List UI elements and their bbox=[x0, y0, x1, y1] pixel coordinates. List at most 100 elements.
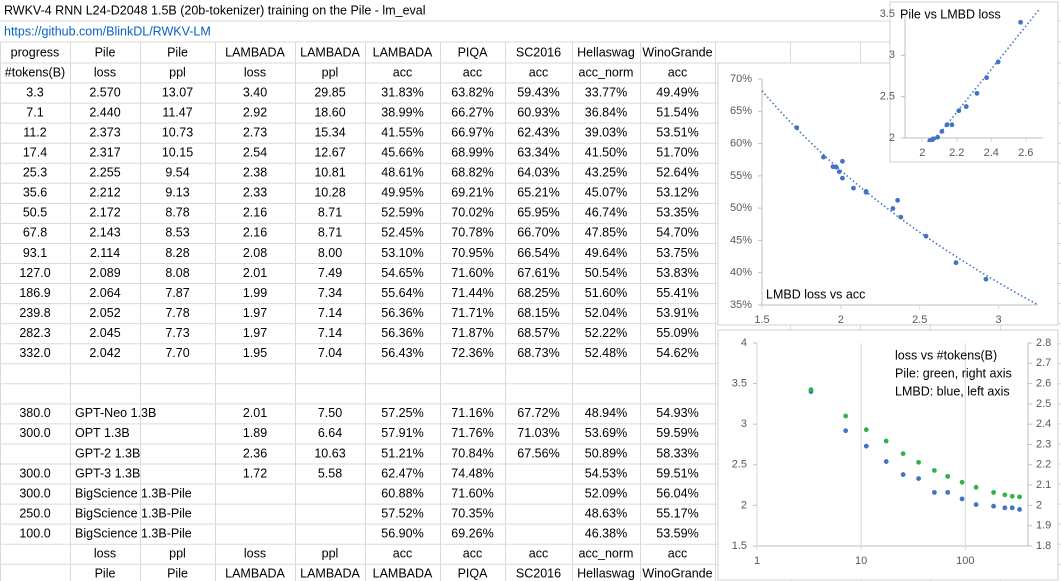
cell: 53.12% bbox=[656, 186, 698, 200]
cell: 9.54 bbox=[165, 166, 189, 180]
cell: 2.172 bbox=[89, 206, 120, 220]
cell: 50.89% bbox=[585, 446, 627, 460]
point bbox=[1002, 505, 1008, 511]
y2-tick-label: 2.7 bbox=[1036, 357, 1051, 369]
cell: 68.25% bbox=[517, 286, 559, 300]
cell: 2.33 bbox=[243, 186, 267, 200]
cell: 18.60 bbox=[314, 105, 345, 119]
cell: 2.16 bbox=[243, 226, 267, 240]
cell: 29.85 bbox=[314, 85, 345, 99]
cell: 2.54 bbox=[243, 146, 267, 160]
cell: 127.0 bbox=[19, 266, 50, 280]
cell: 33.77% bbox=[585, 85, 627, 99]
cell: 2.317 bbox=[89, 146, 120, 160]
cell: 63.82% bbox=[451, 85, 493, 99]
cell: 10.81 bbox=[314, 166, 345, 180]
point bbox=[973, 502, 979, 507]
cell: 3.3 bbox=[26, 85, 43, 99]
cell: 7.34 bbox=[318, 286, 342, 300]
cell: 59.51% bbox=[656, 466, 698, 480]
cell: Pile bbox=[95, 45, 116, 59]
cell: 55.09% bbox=[656, 326, 698, 340]
cell: 2.143 bbox=[89, 226, 120, 240]
cell: 71.16% bbox=[451, 406, 493, 420]
cell: 53.83% bbox=[656, 266, 698, 280]
cell: 48.94% bbox=[585, 406, 627, 420]
cell: loss bbox=[244, 547, 266, 561]
cell: Pile bbox=[167, 567, 188, 581]
cell: 47.85% bbox=[585, 226, 627, 240]
point bbox=[836, 169, 842, 175]
cell: Pile bbox=[95, 567, 116, 581]
link[interactable]: https://github.com/BlinkDL/RWKV-LM bbox=[4, 24, 211, 38]
point bbox=[984, 75, 989, 81]
point bbox=[959, 479, 965, 485]
cell: SC2016 bbox=[516, 567, 561, 581]
cell: 13.07 bbox=[162, 85, 193, 99]
point bbox=[916, 476, 921, 482]
point bbox=[1017, 494, 1022, 500]
y-tick-label: 2.5 bbox=[732, 459, 747, 471]
cell: 68.99% bbox=[451, 146, 493, 160]
cell: 54.65% bbox=[381, 266, 423, 280]
cell: 300.0 bbox=[19, 466, 50, 480]
cell: acc bbox=[463, 65, 482, 79]
cell: 71.71% bbox=[451, 306, 493, 320]
point bbox=[1009, 493, 1015, 499]
cell: acc_norm bbox=[579, 547, 634, 561]
cell: Pile bbox=[167, 45, 188, 59]
cell: 70.78% bbox=[451, 226, 493, 240]
cell: 300.0 bbox=[19, 426, 50, 440]
cell: PIQA bbox=[458, 45, 489, 59]
cell: 56.36% bbox=[381, 326, 423, 340]
x-tick-label: 10 bbox=[855, 555, 867, 567]
cell: 41.55% bbox=[381, 125, 423, 139]
point bbox=[1018, 19, 1023, 25]
point bbox=[808, 387, 814, 393]
point bbox=[821, 154, 826, 160]
cell: 59.43% bbox=[517, 85, 559, 99]
cell: 300.0 bbox=[19, 486, 50, 500]
cell: 6.64 bbox=[318, 426, 342, 440]
cell: 53.59% bbox=[656, 526, 698, 540]
cell: 2.052 bbox=[89, 306, 120, 320]
chart-area bbox=[889, 1, 1059, 163]
cell: 1.97 bbox=[243, 306, 267, 320]
cell: LAMBADA bbox=[225, 45, 285, 59]
cell: 10.63 bbox=[314, 446, 345, 460]
cell: 2.440 bbox=[89, 105, 120, 119]
cell: 52.22% bbox=[585, 326, 627, 340]
cell: 39.03% bbox=[585, 125, 627, 139]
point bbox=[843, 413, 849, 419]
cell: 68.82% bbox=[451, 166, 493, 180]
cell: 1.95 bbox=[243, 346, 267, 360]
cell: 74.48% bbox=[451, 466, 493, 480]
point bbox=[953, 260, 959, 266]
cell: 55.64% bbox=[381, 286, 423, 300]
cell: 2.08 bbox=[243, 246, 267, 260]
cell: 7.14 bbox=[318, 306, 342, 320]
cell: ppl bbox=[169, 65, 186, 79]
y-tick-label: 45% bbox=[730, 234, 752, 246]
cell: 71.44% bbox=[451, 286, 493, 300]
cell: 53.35% bbox=[656, 206, 698, 220]
cell: 2.92 bbox=[243, 105, 267, 119]
point bbox=[944, 122, 950, 128]
cell: 17.4 bbox=[23, 146, 47, 160]
x-tick-label: 2.4 bbox=[984, 147, 999, 159]
cell: 52.04% bbox=[585, 306, 627, 320]
cell: 58.33% bbox=[656, 446, 698, 460]
cell: acc bbox=[393, 65, 412, 79]
cell: 65.21% bbox=[517, 186, 559, 200]
cell: 12.67 bbox=[314, 146, 345, 160]
cell: 53.75% bbox=[656, 246, 698, 260]
y-tick-label: 1.5 bbox=[732, 540, 747, 552]
cell: 68.15% bbox=[517, 306, 559, 320]
cell: 100.0 bbox=[19, 526, 50, 540]
cell: Hellaswag bbox=[577, 45, 635, 59]
y2-tick-label: 1.9 bbox=[1036, 520, 1051, 532]
cell: 63.34% bbox=[517, 146, 559, 160]
point bbox=[1002, 492, 1008, 498]
cell: LAMBADA bbox=[373, 567, 433, 581]
cell: 50.5 bbox=[23, 206, 47, 220]
